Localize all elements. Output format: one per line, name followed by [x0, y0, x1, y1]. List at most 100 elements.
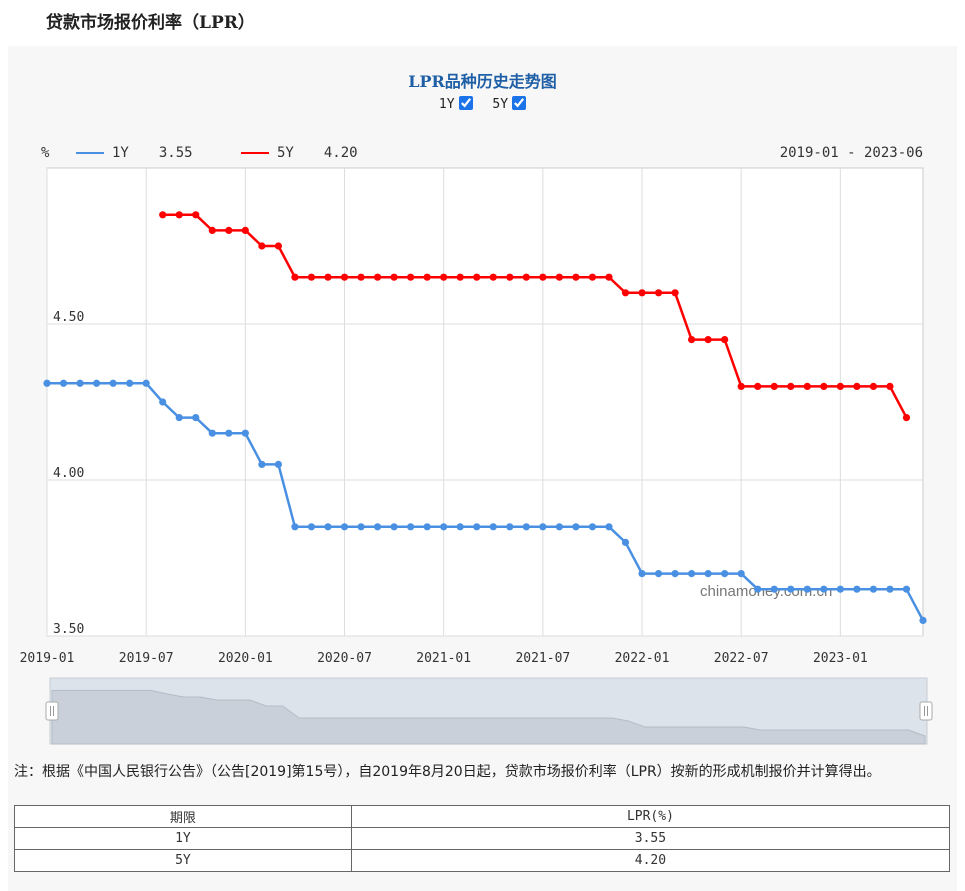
data-point-5y: [721, 336, 729, 344]
data-point-5y: [506, 273, 514, 281]
data-point-1y: [241, 429, 249, 437]
legend-item-5y[interactable]: 5Y 4.20: [241, 145, 358, 161]
legend-1y-swatch: [76, 152, 104, 154]
data-point-5y: [787, 382, 795, 390]
data-point-1y: [489, 523, 497, 531]
lpr-table: 期限 LPR(%) 1Y 3.55 5Y 4.20: [14, 805, 951, 872]
data-point-5y: [704, 336, 712, 344]
y-tick-label: 4.00: [53, 466, 84, 481]
data-point-1y: [522, 523, 530, 531]
data-point-1y: [919, 616, 927, 625]
x-tick-label: 2021-01: [416, 651, 471, 666]
data-point-1y: [886, 585, 894, 593]
data-point-1y: [770, 585, 778, 593]
zoom-slider-preview: [51, 689, 926, 745]
data-point-5y: [638, 289, 646, 297]
data-point-1y: [754, 585, 762, 593]
data-point-5y: [473, 273, 481, 281]
data-point-1y: [588, 523, 597, 531]
legend-unit: %: [41, 145, 50, 161]
data-point-1y: [324, 523, 332, 531]
data-point-5y: [820, 382, 828, 390]
data-point-5y: [737, 382, 745, 390]
data-point-1y: [456, 523, 464, 531]
data-point-5y: [258, 242, 266, 250]
data-point-1y: [869, 585, 878, 593]
toggle-5y-label: 5Y: [492, 97, 509, 112]
data-point-5y: [324, 273, 332, 281]
toggle-1y-checkbox[interactable]: [458, 96, 473, 110]
x-tick-label: 2023-01: [813, 651, 868, 666]
toggle-5y[interactable]: 5Y: [492, 96, 527, 112]
data-point-5y: [489, 273, 497, 281]
data-point-5y: [390, 273, 398, 281]
data-point-1y: [440, 523, 448, 531]
data-point-5y: [423, 273, 431, 281]
data-point-1y: [126, 379, 134, 387]
data-point-5y: [373, 273, 382, 281]
x-tick-label: 2022-01: [615, 651, 670, 666]
data-point-1y: [59, 379, 68, 387]
table-header-row: 期限 LPR(%): [14, 805, 951, 828]
table-row: 1Y 3.55: [14, 827, 951, 850]
x-tick-label: 2020-07: [317, 651, 372, 666]
data-point-1y: [704, 570, 712, 578]
data-point-5y: [754, 382, 762, 390]
x-tick-label: 2019-01: [20, 651, 75, 666]
data-point-1y: [721, 570, 729, 578]
toggle-1y-label: 1Y: [438, 97, 455, 112]
data-point-1y: [159, 398, 167, 406]
data-point-5y: [654, 289, 663, 297]
toggle-5y-checkbox[interactable]: [512, 96, 527, 110]
data-point-1y: [654, 570, 663, 578]
data-point-5y: [836, 382, 844, 390]
legend-item-1y[interactable]: 1Y 3.55: [76, 145, 193, 161]
data-point-1y: [688, 570, 696, 578]
page-title: 贷款市场报价利率（LPR）: [46, 13, 255, 33]
data-point-5y: [340, 273, 349, 281]
data-point-1y: [621, 538, 630, 547]
data-point-5y: [671, 289, 679, 297]
data-point-1y: [274, 460, 282, 468]
table-header: LPR(%): [350, 805, 951, 828]
data-point-5y: [241, 226, 249, 234]
data-point-5y: [869, 382, 878, 390]
data-point-5y: [588, 273, 597, 281]
data-point-5y: [555, 273, 563, 281]
data-point-5y: [192, 211, 200, 219]
data-point-1y: [572, 523, 580, 531]
data-point-1y: [539, 523, 547, 531]
x-tick-label: 2022-07: [714, 651, 769, 666]
zoom-handle-right[interactable]: [919, 701, 933, 721]
y-tick-label: 3.50: [53, 622, 84, 637]
data-point-1y: [291, 523, 299, 531]
data-point-1y: [638, 570, 646, 578]
data-point-5y: [440, 273, 448, 281]
data-point-1y: [373, 523, 382, 531]
table-header: 期限: [14, 805, 352, 828]
x-tick-label: 2021-07: [515, 651, 570, 666]
plot-area: [46, 167, 924, 637]
toggle-1y[interactable]: 1Y: [438, 96, 473, 112]
data-point-1y: [208, 429, 216, 437]
y-tick-label: 4.50: [53, 310, 84, 325]
data-point-1y: [142, 379, 150, 387]
data-point-1y: [803, 585, 811, 593]
data-point-5y: [539, 273, 547, 281]
data-point-5y: [688, 336, 696, 344]
data-point-5y: [307, 273, 316, 281]
chart-title: LPR品种历史走势图: [408, 72, 557, 91]
legend-1y-name: 1Y: [112, 145, 129, 161]
data-point-1y: [820, 585, 828, 593]
series-toggles: 1Y 5Y: [0, 96, 965, 112]
data-point-1y: [737, 570, 745, 578]
watermark-text: chinamoney.com.cn: [700, 583, 832, 600]
legend-5y-value: 4.20: [323, 145, 358, 161]
data-point-5y: [175, 211, 183, 219]
table-cell: 5Y: [14, 849, 352, 872]
data-point-1y: [506, 523, 514, 531]
data-point-5y: [770, 382, 778, 390]
zoom-handle-left[interactable]: [45, 701, 59, 721]
table-row: 5Y 4.20: [14, 849, 951, 872]
data-point-1y: [473, 523, 481, 531]
